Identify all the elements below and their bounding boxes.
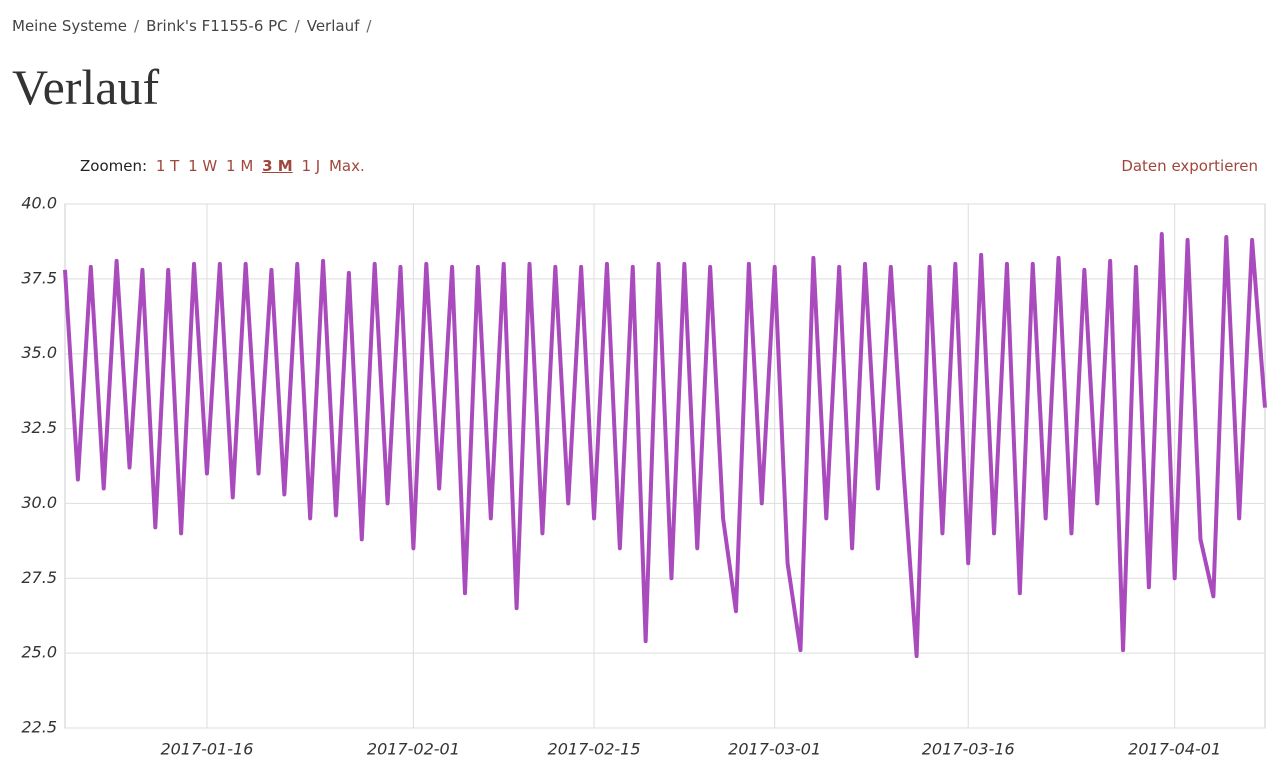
zoom-option[interactable]: 1 W — [188, 157, 218, 175]
x-tick-label: 2017-03-16 — [922, 740, 1015, 759]
y-tick-label: 32.5 — [21, 418, 57, 437]
zoom-option[interactable]: 3 M — [262, 157, 293, 175]
y-tick-label: 22.5 — [21, 718, 57, 737]
separator: / — [294, 17, 300, 35]
x-tick-label: 2017-04-01 — [1128, 740, 1221, 759]
page-title: Verlauf — [12, 59, 160, 115]
x-tick-label: 2017-02-01 — [367, 740, 460, 759]
x-tick-label: 2017-01-16 — [160, 740, 253, 759]
y-tick-label: 37.5 — [21, 268, 57, 287]
x-tick-label: 2017-03-01 — [728, 740, 821, 759]
breadcrumb-link[interactable]: Meine Systeme — [12, 17, 128, 35]
y-tick-label: 40.0 — [21, 194, 57, 213]
zoom-option[interactable]: Max. — [328, 157, 365, 175]
zoom-label: Zoomen: — [80, 157, 148, 175]
x-tick-label: 2017-02-15 — [548, 740, 641, 759]
y-tick-label: 25.0 — [21, 643, 57, 662]
separator: / — [134, 17, 140, 35]
y-tick-label: 27.5 — [21, 568, 57, 587]
breadcrumb-link[interactable]: Brink's F1155-6 PC — [146, 17, 288, 35]
y-tick-label: 35.0 — [21, 343, 57, 362]
zoom-option[interactable]: 1 T — [155, 157, 180, 175]
zoom-bar: Zoomen: 1 T 1 W 1 M 3 M 1 J Max. — [80, 157, 365, 175]
data-line — [63, 231, 1267, 659]
export-link[interactable]: Daten exportieren — [1121, 157, 1258, 175]
zoom-option[interactable]: 1 J — [301, 157, 321, 175]
breadcrumbs: Meine Systeme / Brink's F1155-6 PC / Verlauf… — [12, 17, 378, 35]
breadcrumb-link[interactable]: Verlauf — [306, 17, 360, 35]
zoom-option[interactable]: 1 M — [226, 157, 254, 175]
y-tick-label: 30.0 — [21, 493, 57, 512]
separator: / — [366, 17, 372, 35]
